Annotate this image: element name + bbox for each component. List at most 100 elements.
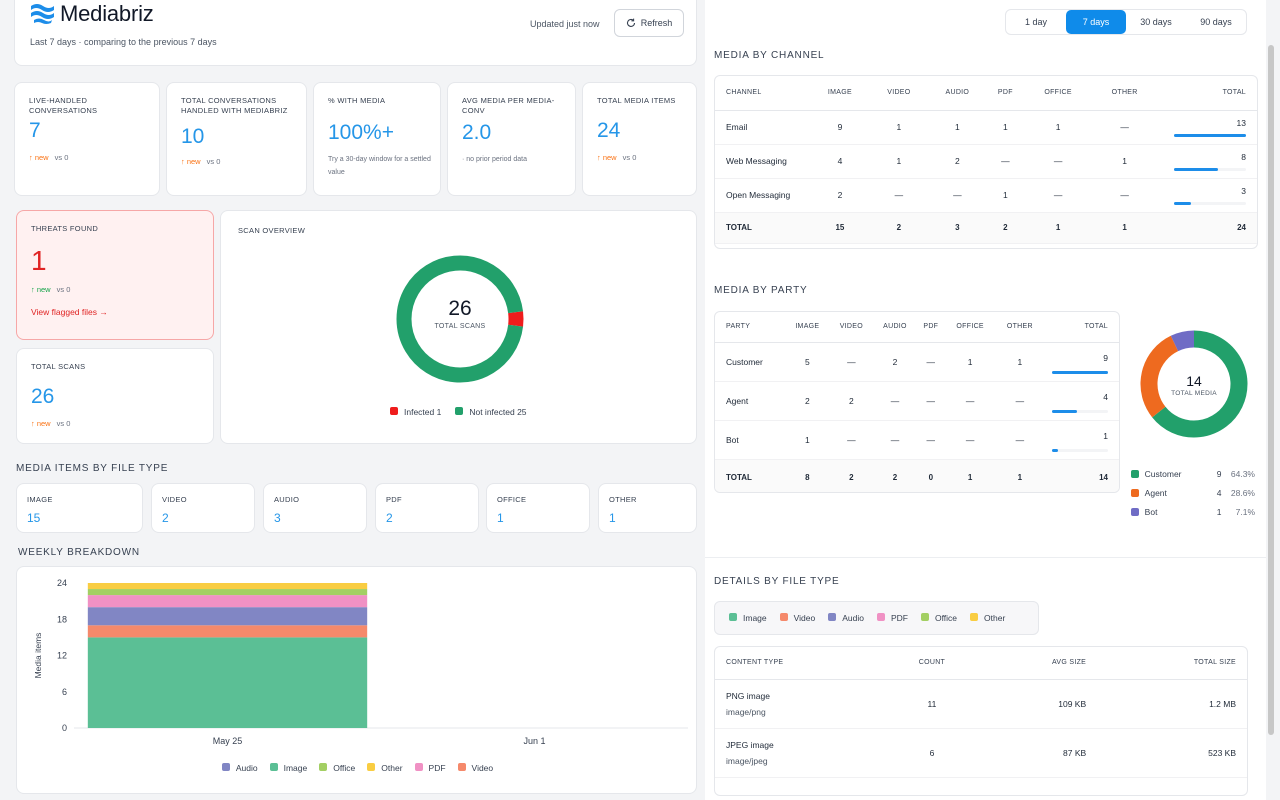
stat-label: % WITH MEDIA [328,96,386,105]
legend-bot: Bot 1 7.1% [1131,502,1255,521]
table-cell: — [872,381,917,421]
legend-count: 4 [1216,487,1222,498]
filter-label: Audio [842,613,864,623]
scan-overview-card: SCAN OVERVIEW 26 TOTAL SCANS Infected 1 … [220,210,697,444]
stat-total-media: TOTAL MEDIA ITEMS 24 ↑ new vs 0 [582,82,697,196]
threats-label: THREATS FOUND [31,224,99,233]
table-cell: — [986,144,1024,179]
party-center-label: TOTAL MEDIA [1171,390,1217,397]
row-label: Email [715,110,810,145]
updated-status: Updated just now [530,19,600,29]
filter-office[interactable]: Office [920,613,957,623]
y-tick-label: 6 [62,687,67,697]
table-cell: — [869,178,928,213]
legend-video: Video [457,763,493,773]
col-header: AUDIO [872,312,917,343]
chip-label: PDF [386,495,402,504]
table-cell: — [995,420,1044,460]
total-value: 4 [1103,391,1108,402]
legend-not-infected: Not infected 25 [455,407,527,417]
stat-hint: Try a 30-day window for a settled value [328,156,431,176]
legend-count: 1 [1216,506,1222,517]
refresh-button[interactable]: Refresh [614,9,684,37]
stat-delta: ↑ new vs 0 [29,153,69,162]
bar-image [87,637,368,728]
filter-audio[interactable]: Audio [828,613,864,623]
col-header: AUDIO [927,76,987,111]
range-tab-1-day[interactable]: 1 day [1024,17,1048,27]
filter-label: Other [984,613,1006,623]
scans-label: TOTAL SCANS [31,362,86,371]
filter-label: Video [793,613,816,623]
y-tick-label: 18 [57,614,67,624]
table-cell: 9 [810,110,870,145]
refresh-icon [626,18,635,27]
x-tick-label: May 25 [213,736,243,746]
table-row: Web Messaging 4 1 2— —1 8 [715,144,1257,179]
total-size-cell: 1.2 MB [1098,679,1247,729]
col-header: VIDEO [869,76,928,111]
range-tab-30-days[interactable]: 30 days [1140,17,1172,27]
view-flagged-files-link[interactable]: View flagged files → [31,307,108,317]
share-bar [1052,370,1108,374]
table-cell: 9 [1044,342,1119,382]
range-tab-7-days[interactable]: 7 days [1066,10,1126,34]
weekly-chart-card: 0 6 12 18 24 Media items May 25 Jun 1 Audio Ima… [16,566,697,794]
wave-logo-icon [31,4,54,24]
page-scrollbar[interactable] [1268,45,1274,735]
range-tab-90-days[interactable]: 90 days [1200,17,1232,27]
stat-value: 7 [29,119,41,142]
share-track [1052,448,1108,452]
scan-legend: Infected 1 Not infected 25 [390,407,527,417]
total-cell: 0 [916,459,945,492]
total-cell: 2 [829,459,873,492]
file-type-office: OFFICE 1 [486,483,590,533]
stat-delta: ↑ new vs 0 [181,157,221,166]
filter-video[interactable]: Video [779,613,816,623]
content-type-name: JPEG image [726,739,774,750]
media-by-channel-table: CHANNEL IMAGE VIDEO AUDIO PDF OFFICE OTH… [714,75,1258,249]
chip-label: IMAGE [27,495,53,504]
y-tick-label: 24 [57,578,67,588]
chip-label: VIDEO [162,495,187,504]
file-type-audio: AUDIO 3 [263,483,367,533]
table-row: Agent 2 2— — — —4 [715,381,1119,421]
total-cell: 15 [810,212,870,244]
legend-pdf: PDF [414,763,446,773]
col-header: IMAGE [785,312,830,343]
filter-image[interactable]: Image [729,613,767,623]
legend-count: 9 [1216,468,1222,479]
party-donut-chart [1140,330,1248,438]
table-cell: — [916,342,945,382]
media-by-party-table: PARTY IMAGE VIDEO AUDIO PDF OFFICE OTHER… [714,311,1120,493]
total-row: TOTAL 15 2 3 2 1 1 24 [715,212,1257,244]
content-type-cell: PNG image image/png [715,679,895,729]
not-infected-slice [396,255,524,383]
filter-pdf[interactable]: PDF [876,613,908,623]
col-header: OFFICE [1023,76,1093,111]
legend-name: Customer [1144,468,1182,479]
chip-value: 3 [274,511,281,525]
filter-label: Image [743,613,767,623]
details-table: CONTENT TYPE COUNT AVG SIZE TOTAL SIZE P… [714,646,1248,796]
total-cell: 2 [986,212,1024,244]
total-cell: 14 [1044,459,1119,492]
table-cell: 1 [995,342,1044,382]
total-cell: 24 [1157,212,1257,244]
stat-label: TOTAL MEDIA ITEMS [597,96,676,105]
count-cell: 11 [895,679,969,729]
table-cell: — [944,381,996,421]
total-cell: 3 [927,212,987,244]
col-header: PDF [916,312,945,343]
total-cell: 1 [1092,212,1157,244]
col-header: OTHER [995,312,1044,343]
party-center-value: 14 [1186,373,1202,389]
refresh-label: Refresh [640,18,673,28]
bar-office [87,589,368,596]
stat-label: LIVE-HANDLED CONVERSATIONS [29,96,98,115]
filter-swatch [828,613,837,621]
legend-pct: 28.6% [1230,487,1255,498]
share-track [1174,201,1246,205]
filter-other[interactable]: Other [970,613,1005,623]
chip-label: AUDIO [274,495,300,504]
